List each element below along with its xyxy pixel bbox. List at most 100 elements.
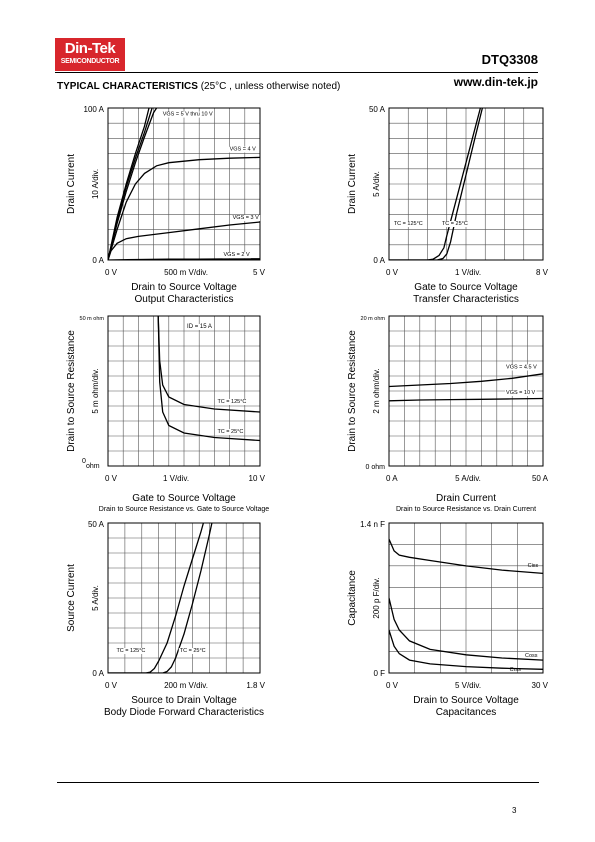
grid bbox=[389, 108, 543, 260]
ytick-bottom-number: 0 bbox=[82, 458, 86, 465]
xtick-right: 10 V bbox=[249, 474, 266, 483]
series-line-1 bbox=[389, 538, 543, 575]
x-axis-label: Gate to Source Voltage bbox=[414, 282, 518, 293]
ytick-top: 50 A bbox=[369, 105, 386, 114]
series-label: Crss bbox=[510, 667, 522, 673]
company-logo: Din-Tek SEMICONDUCTOR bbox=[55, 38, 125, 71]
xtick-right: 30 V bbox=[532, 681, 549, 690]
chart-subtitle: Body Diode Forward Characteristics bbox=[104, 707, 264, 718]
plot-frame bbox=[107, 522, 261, 674]
series-line-6 bbox=[108, 258, 260, 260]
label-bg bbox=[216, 429, 245, 435]
chart-subtitle: Capacitances bbox=[436, 707, 497, 718]
yscale-label: 5 A/div. bbox=[91, 585, 100, 611]
series-label: VGS = 5 V thru 10 V bbox=[163, 112, 213, 118]
ytick-bottom: 0 F bbox=[373, 669, 385, 678]
label-bg bbox=[231, 214, 261, 221]
label-bg bbox=[161, 111, 215, 118]
xtick-right: 50 A bbox=[532, 474, 549, 483]
series-line-2 bbox=[389, 108, 484, 260]
chart-rds_id: VGS = 4.5 V VGS = 10 V 20 m ohm 0 ohm 2 m oh… bbox=[347, 315, 549, 513]
yscale-label: 10 A/div. bbox=[91, 169, 100, 199]
ytick-top: 100 A bbox=[84, 105, 105, 114]
website-link[interactable]: www.din-tek.jp bbox=[453, 75, 538, 89]
xtick-left: 0 V bbox=[105, 474, 118, 483]
series-line-5 bbox=[108, 221, 260, 260]
chart-subtitle: Transfer Characteristics bbox=[413, 294, 519, 305]
xtick-left: 0 V bbox=[105, 681, 118, 690]
grid bbox=[108, 316, 260, 466]
chart-capacitance: Ciss Coss Crss 1.4 n F 0 F 200 p F/div. Capaci… bbox=[347, 520, 549, 718]
page-number: 3 bbox=[512, 806, 517, 815]
section-note: (25°C , unless otherwise noted) bbox=[200, 81, 341, 92]
series-line-3 bbox=[108, 108, 150, 260]
plot-frame bbox=[388, 315, 544, 467]
series-label: TC = 125°C bbox=[394, 221, 423, 227]
y-axis-label: Drain Current bbox=[347, 154, 358, 214]
x-axis-label: Drain to Source Voltage bbox=[131, 282, 237, 293]
y-axis-label: Capacitance bbox=[347, 570, 358, 626]
y-axis-label: Drain to Source Resistance bbox=[66, 330, 77, 452]
ytick-top: 20 m ohm bbox=[361, 316, 386, 322]
label-bg bbox=[216, 399, 248, 405]
series-line-1 bbox=[108, 108, 158, 260]
xtick-right: 1.8 V bbox=[246, 681, 265, 690]
xtick-right: 5 V bbox=[253, 268, 266, 277]
series-label: TC = 125°C bbox=[217, 399, 246, 405]
series-label: TC = 125°C bbox=[116, 648, 145, 654]
chart-body_diode: TC = 125°C TC = 25°C 50 A 0 A 5 A/div. Source… bbox=[66, 520, 266, 718]
section-title: TYPICAL CHARACTERISTICS bbox=[57, 81, 198, 92]
label-bg bbox=[228, 146, 258, 153]
series-line-1 bbox=[389, 373, 543, 388]
ytick-top: 50 m ohm bbox=[80, 316, 105, 322]
label-bg bbox=[115, 648, 147, 654]
x-axis-label: Source to Drain Voltage bbox=[131, 695, 237, 706]
ytick-bottom-unit: ohm bbox=[86, 463, 100, 470]
chart-subtitle: Drain to Source Resistance vs. Gate to S… bbox=[99, 506, 270, 513]
xtick-mid: 500 m V/div. bbox=[164, 268, 208, 277]
yscale-label: 5 m ohm/div. bbox=[91, 368, 100, 413]
series-label: TC = 25°C bbox=[180, 648, 206, 654]
grid bbox=[389, 316, 543, 466]
y-axis-label: Drain to Source Resistance bbox=[347, 330, 358, 452]
footer-rule bbox=[57, 782, 539, 783]
x-axis-label: Gate to Source Voltage bbox=[132, 493, 236, 504]
series-label: VGS = 2 V bbox=[224, 252, 250, 258]
yscale-label: 2 m ohm/div. bbox=[372, 368, 381, 413]
y-axis-label: Source Current bbox=[66, 564, 77, 632]
series-label: TC = 25°C bbox=[217, 429, 243, 435]
yscale-label: 200 p F/div. bbox=[372, 577, 381, 618]
yscale-label: 5 A/div. bbox=[372, 171, 381, 197]
y-axis-label: Drain Current bbox=[66, 154, 77, 214]
ytick-top: 1.4 n F bbox=[360, 520, 385, 529]
chart-subtitle: Drain to Source Resistance vs. Drain Cur… bbox=[396, 506, 536, 513]
series-line-2 bbox=[389, 597, 543, 661]
xtick-mid: 1 V/div. bbox=[163, 474, 189, 483]
label-bg bbox=[222, 252, 251, 259]
series-line-2 bbox=[108, 523, 213, 673]
xtick-left: 0 A bbox=[386, 474, 398, 483]
series-label: Ciss bbox=[528, 563, 539, 569]
grid bbox=[108, 523, 260, 673]
xtick-mid: 200 m V/div. bbox=[164, 681, 208, 690]
plot-frame bbox=[107, 315, 261, 467]
grid bbox=[389, 523, 543, 673]
chart-subtitle: Output Characteristics bbox=[135, 294, 234, 305]
series-label: Coss bbox=[525, 653, 538, 659]
series-label: TC = 25°C bbox=[442, 221, 468, 227]
label-bg bbox=[440, 221, 469, 228]
ytick-bottom: 0 ohm bbox=[366, 464, 386, 471]
series-label: VGS = 3 V bbox=[233, 215, 259, 221]
ytick-top: 50 A bbox=[88, 520, 105, 529]
series-label: VGS = 4.5 V bbox=[506, 365, 537, 371]
series-line-4 bbox=[108, 156, 260, 260]
xtick-mid: 1 V/div. bbox=[455, 268, 481, 277]
label-bg bbox=[178, 648, 207, 654]
xtick-left: 0 V bbox=[386, 681, 399, 690]
annotation-bg bbox=[186, 324, 213, 330]
annotation-label: ID = 15 A bbox=[187, 324, 212, 330]
series-line-3 bbox=[389, 629, 543, 670]
grid bbox=[108, 108, 260, 260]
xtick-mid: 5 A/div. bbox=[455, 474, 481, 483]
ytick-bottom: 0 A bbox=[373, 256, 385, 265]
